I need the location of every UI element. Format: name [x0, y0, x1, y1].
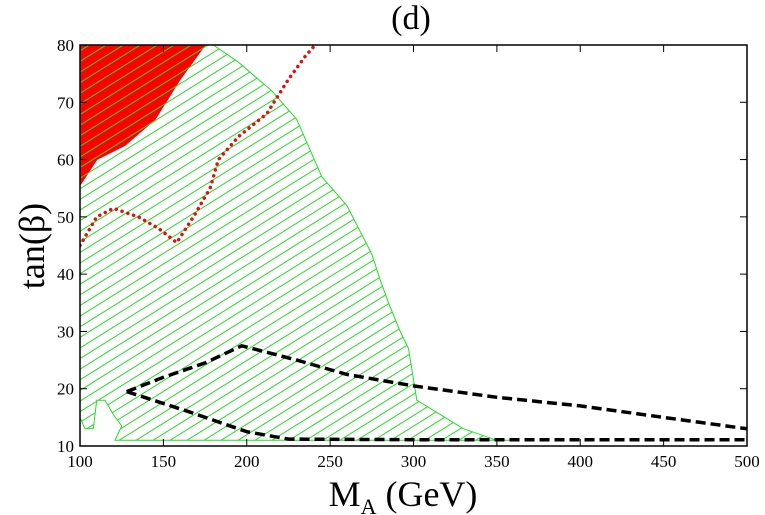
y-tick-label: 20: [57, 380, 74, 399]
x-tick-label: 200: [234, 452, 260, 471]
x-tick-label: 500: [734, 452, 760, 471]
y-axis-ticks: 10 20 30 40 50 60 70 80: [57, 36, 747, 456]
x-tick-label: 400: [568, 452, 594, 471]
regions: [80, 45, 514, 441]
x-axis-label-rest: (GeV): [376, 474, 477, 514]
y-tick-label: 60: [57, 151, 74, 170]
y-tick-label: 70: [57, 93, 74, 112]
x-axis-ticks: 100 150 200 250 300 350 400 450 500: [67, 45, 760, 471]
x-tick-label: 150: [151, 452, 177, 471]
y-axis-label: tan(β): [12, 203, 52, 289]
x-tick-label: 300: [401, 452, 427, 471]
red-dotted-line-1: [80, 45, 317, 248]
y-tick-label: 50: [57, 208, 74, 227]
lines: [80, 45, 747, 442]
y-tick-label: 80: [57, 36, 74, 55]
chart-title: (d): [391, 0, 431, 37]
y-tick-label: 40: [57, 265, 74, 284]
x-tick-label: 100: [67, 452, 93, 471]
x-axis-label-main: M: [329, 474, 361, 514]
y-tick-label: 10: [57, 437, 74, 456]
y-tick-label: 30: [57, 322, 74, 341]
black-dashed-line-3: [126, 389, 747, 442]
x-tick-label: 250: [317, 452, 343, 471]
x-tick-label: 350: [484, 452, 510, 471]
x-tick-label: 450: [651, 452, 677, 471]
black-dashed-line-2: [126, 343, 747, 431]
x-axis-label: MA (GeV): [329, 474, 478, 515]
green-hatched-region: [80, 45, 514, 441]
x-axis-label-sub: A: [361, 494, 377, 515]
